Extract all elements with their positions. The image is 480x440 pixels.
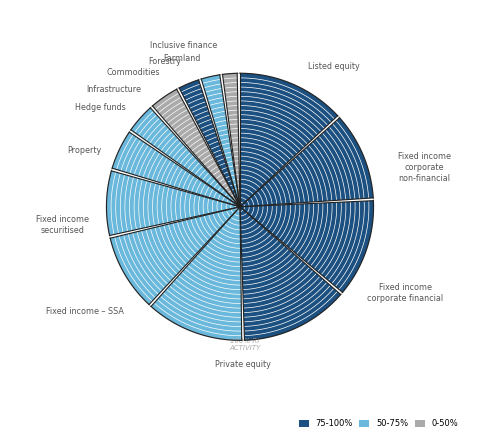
Polygon shape <box>151 207 242 340</box>
Polygon shape <box>240 73 337 207</box>
Polygon shape <box>153 89 240 207</box>
Text: Infrastructure: Infrastructure <box>86 84 141 94</box>
Text: Private equity: Private equity <box>215 360 271 369</box>
Polygon shape <box>112 132 240 207</box>
Text: Farmland: Farmland <box>163 54 200 63</box>
Text: Fixed income – SSA: Fixed income – SSA <box>46 307 124 316</box>
Text: Forestry: Forestry <box>149 58 181 66</box>
Polygon shape <box>131 108 240 207</box>
Polygon shape <box>201 75 240 207</box>
Polygon shape <box>240 207 341 340</box>
Polygon shape <box>110 207 240 304</box>
Text: Commodities: Commodities <box>106 68 159 77</box>
Text: Listed equity: Listed equity <box>309 62 360 71</box>
Text: Property: Property <box>67 146 101 155</box>
Text: Fixed income
corporate
non-financial: Fixed income corporate non-financial <box>398 152 451 183</box>
Polygon shape <box>240 118 373 207</box>
Text: Fixed income
corporate financial: Fixed income corporate financial <box>367 282 444 303</box>
Polygon shape <box>179 80 240 207</box>
Polygon shape <box>240 201 373 292</box>
Polygon shape <box>107 171 240 235</box>
Legend: 75-100%, 50-75%, 0-50%: 75-100%, 50-75%, 0-50% <box>295 416 461 432</box>
Text: Inclusive finance: Inclusive finance <box>150 41 217 50</box>
Text: Fixed income
securitised: Fixed income securitised <box>36 215 89 235</box>
Text: Hedge funds: Hedge funds <box>75 103 126 112</box>
Text: 100% RI
ACTIVITY: 100% RI ACTIVITY <box>229 337 260 351</box>
Polygon shape <box>223 73 240 207</box>
